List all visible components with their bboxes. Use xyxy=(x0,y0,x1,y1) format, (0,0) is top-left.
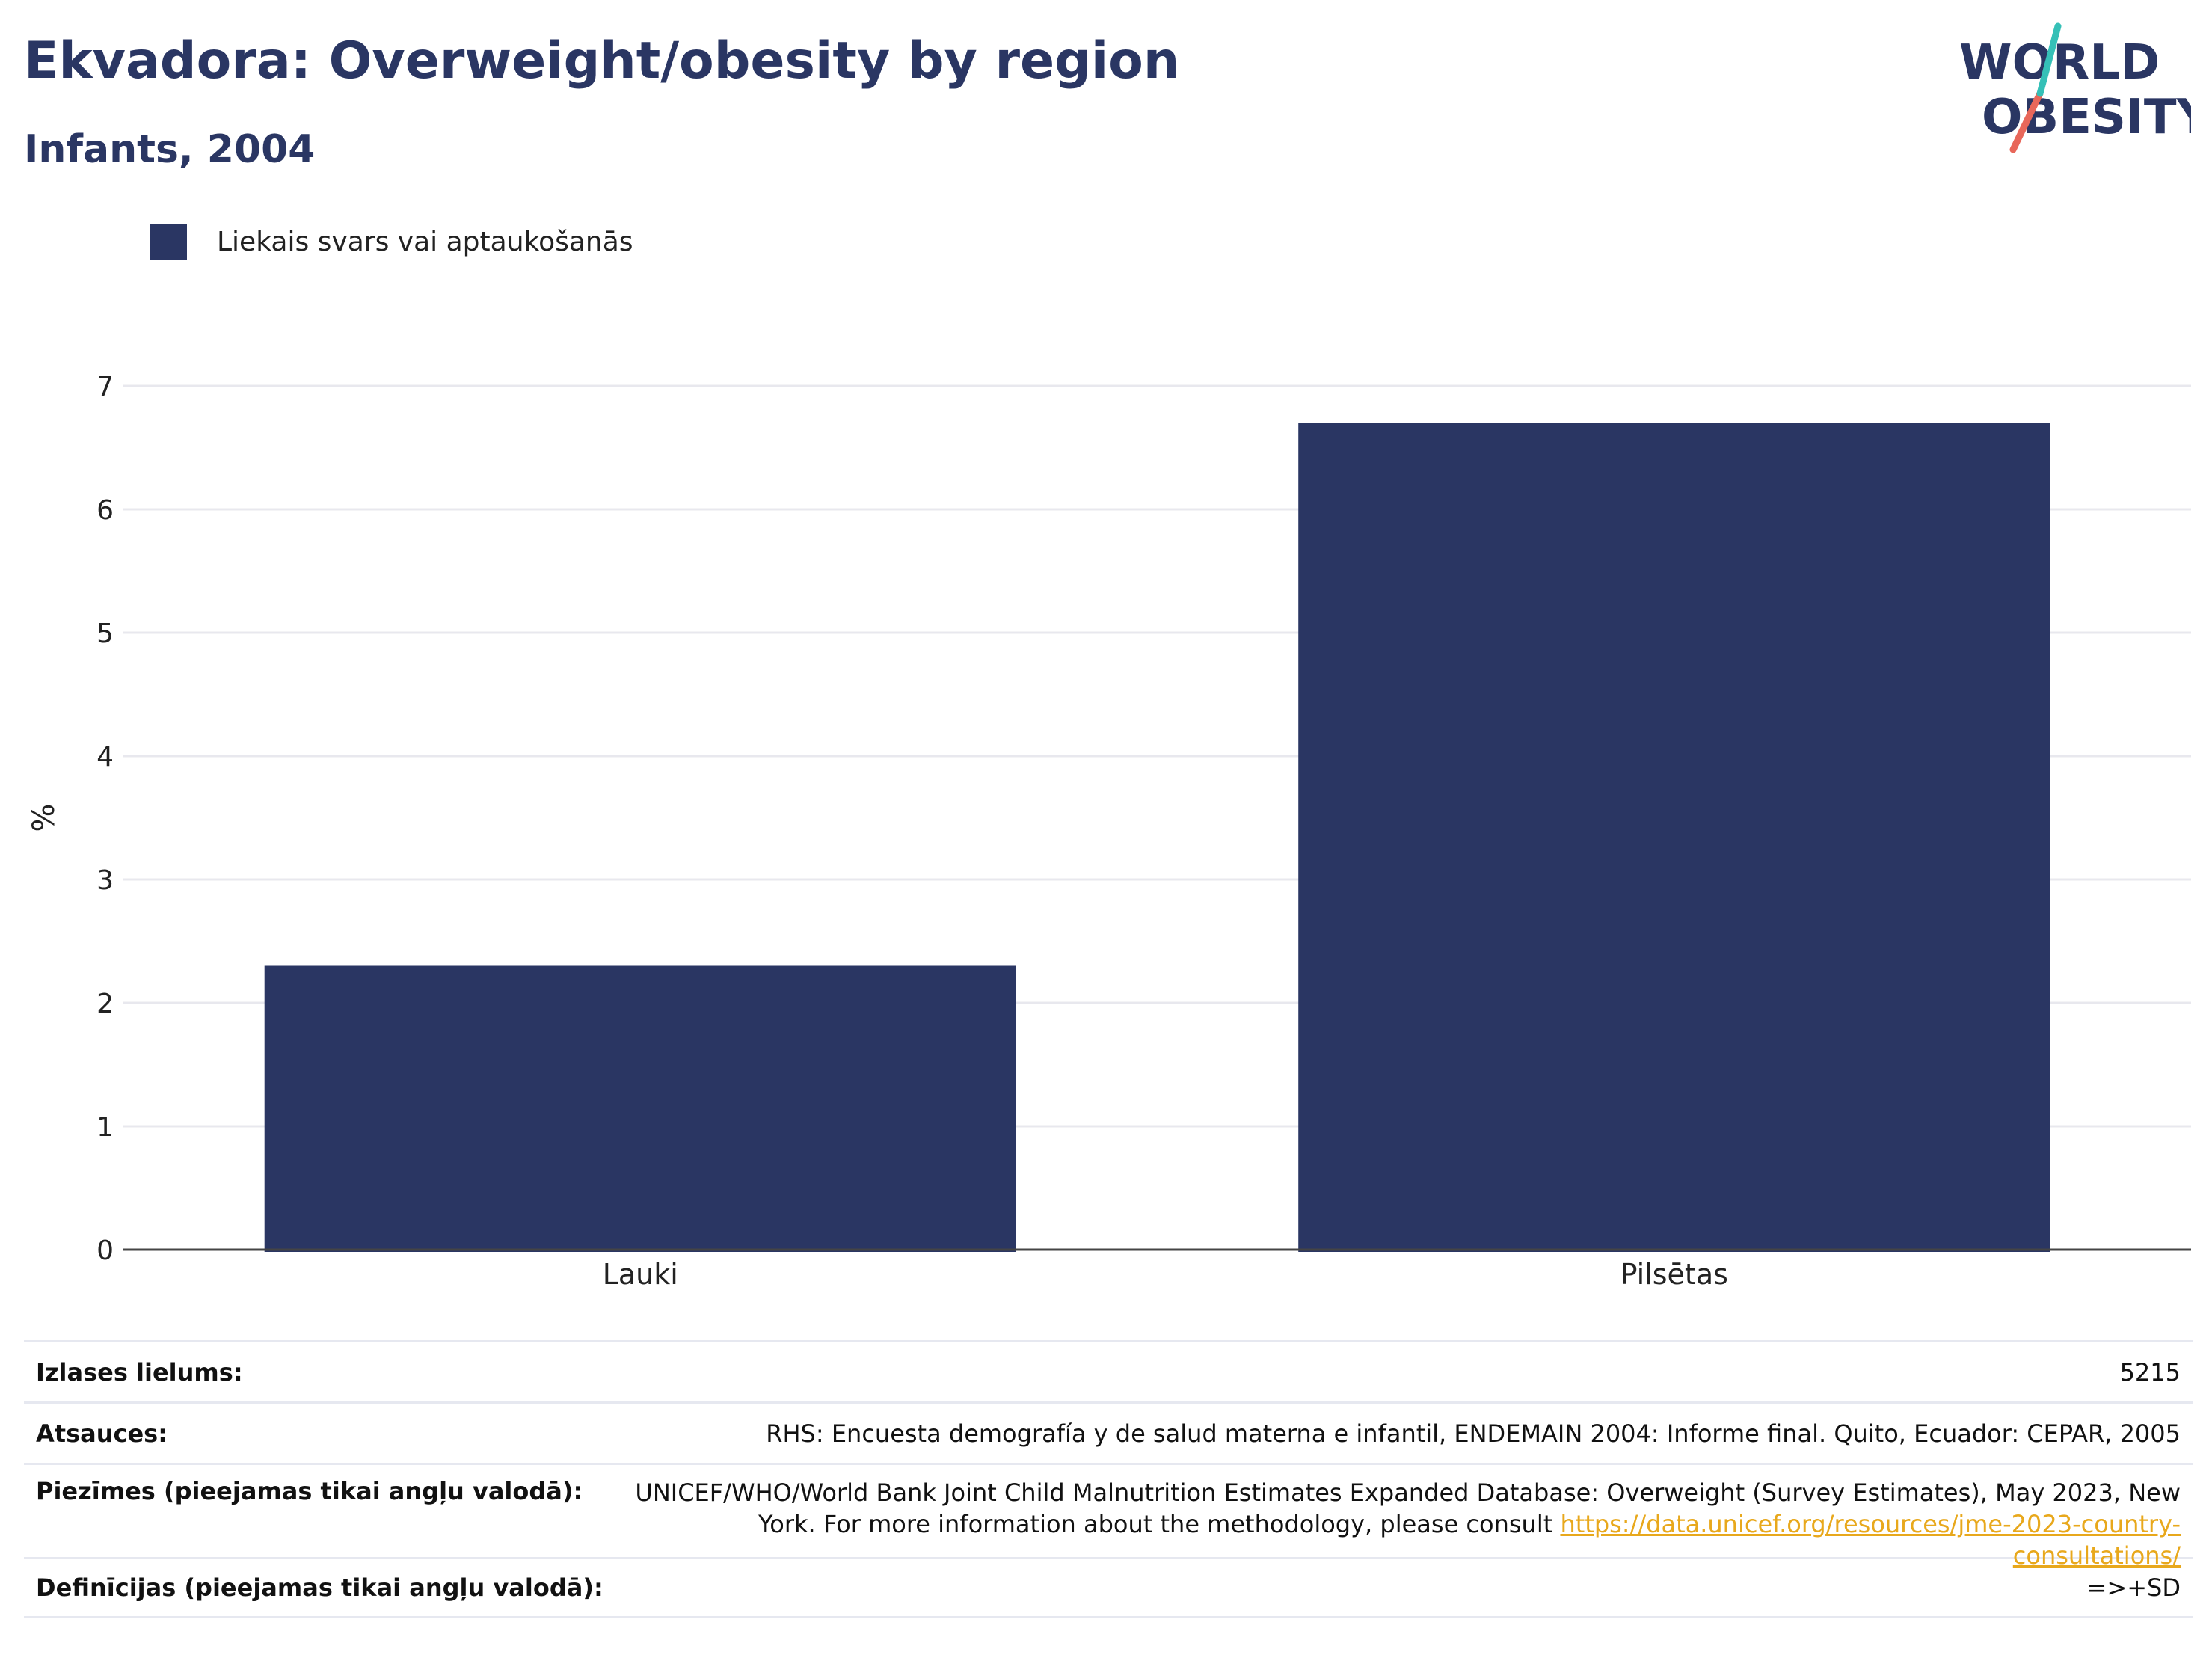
y-tick-label: 0 xyxy=(96,1235,114,1266)
definitions-label: Definīcijas (pieejamas tikai angļu valod… xyxy=(36,1573,603,1602)
legend-label: Liekais svars vai aptaukošanās xyxy=(217,226,633,257)
legend-swatch xyxy=(150,224,187,260)
x-tick-label: Pilsētas xyxy=(1620,1258,1728,1291)
world-obesity-logo: WORLD OBESITY xyxy=(1959,22,2191,153)
y-axis-label: % xyxy=(27,803,61,832)
x-tick-label: Lauki xyxy=(603,1258,678,1291)
chart-title: Ekvadora: Overweight/obesity by region xyxy=(24,31,1180,90)
notes-link[interactable]: https://data.unicef.org/resources/jme-20… xyxy=(1560,1510,2181,1570)
notes-text-line1: UNICEF/WHO/World Bank Joint Child Malnut… xyxy=(635,1479,2181,1507)
info-row-notes: Piezīmes (pieejamas tikai angļu valodā):… xyxy=(24,1463,2193,1570)
references-label: Atsauces: xyxy=(36,1419,168,1448)
info-table: Izlases lielums: 5215 Atsauces: RHS: Enc… xyxy=(24,1340,2193,1618)
info-row-references: Atsauces: RHS: Encuesta demografía y de … xyxy=(24,1401,2193,1463)
bar-pilsētas xyxy=(1298,423,2050,1252)
logo-slash-red xyxy=(2009,90,2044,153)
y-tick-label: 2 xyxy=(96,989,114,1019)
sample-size-label: Izlases lielums: xyxy=(36,1357,243,1387)
logo-slash-teal xyxy=(2036,22,2062,97)
references-value: RHS: Encuesta demografía y de salud mate… xyxy=(766,1419,2181,1448)
notes-value: UNICEF/WHO/World Bank Joint Child Malnut… xyxy=(610,1477,2181,1571)
info-row-sample-size: Izlases lielums: 5215 xyxy=(24,1340,2193,1401)
y-tick-label: 4 xyxy=(96,742,114,773)
y-tick-label: 7 xyxy=(96,372,114,402)
bar-chart: 0 1 2 3 4 5 6 7% Lauki Pilsētas xyxy=(27,372,2191,1291)
info-row-definitions: Definīcijas (pieejamas tikai angļu valod… xyxy=(24,1557,2193,1618)
logo-line1: WORLD xyxy=(1959,35,2160,90)
y-tick-label: 3 xyxy=(96,865,114,896)
y-tick-label: 1 xyxy=(96,1112,114,1143)
y-tick-label: 6 xyxy=(96,495,114,526)
notes-label: Piezīmes (pieejamas tikai angļu valodā): xyxy=(36,1477,583,1505)
y-tick-label: 5 xyxy=(96,618,114,649)
chart-subtitle: Infants, 2004 xyxy=(24,127,316,172)
bar-lauki xyxy=(264,965,1016,1252)
notes-text-line2: York. For more information about the met… xyxy=(758,1510,1553,1538)
sample-size-value: 5215 xyxy=(2119,1357,2181,1387)
legend[interactable]: Liekais svars vai aptaukošanās xyxy=(150,223,633,260)
definitions-value: =>+SD xyxy=(2086,1573,2181,1602)
